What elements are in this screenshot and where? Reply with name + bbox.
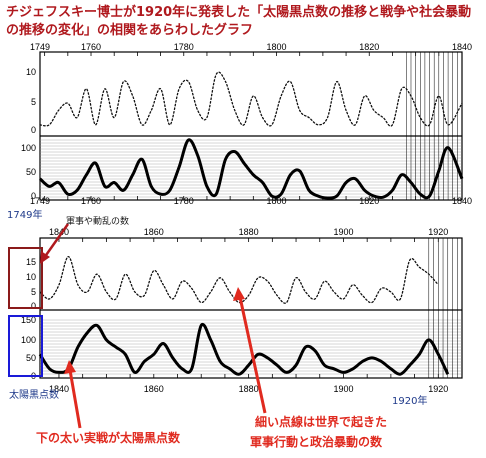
war-count-arrowhead — [40, 251, 50, 264]
war-line-arrowhead — [233, 287, 245, 301]
lower-x-tick-label-top: 1860 — [144, 227, 164, 237]
lower-frame — [39, 237, 463, 379]
upper-x-tick-label-bottom: 1840 — [452, 196, 472, 206]
upper-x-tick-label-bottom: 1800 — [266, 196, 286, 206]
year-1920-label: 1920年 — [392, 396, 428, 407]
lower-war-axis-tick-label: 0 — [31, 301, 36, 311]
lower-x-tick-label-top: 1900 — [333, 227, 353, 237]
lower-x-tick-label-top: 1920 — [428, 227, 448, 237]
upper-x-tick-label-top: 1760 — [81, 42, 101, 52]
lower-x-tick-label-bottom: 1920 — [428, 384, 448, 394]
thick-line-note: 下の太い実戦が太陽黒点数 — [36, 431, 181, 445]
lower-war-axis-tick-label: 5 — [31, 287, 36, 297]
lower-war-axis-tick-label: 10 — [26, 272, 36, 282]
upper-x-tick-label-top: 1820 — [359, 42, 379, 52]
lower-x-tick-label-bottom: 1840 — [49, 384, 69, 394]
upper-x-tick-label-bottom: 1760 — [81, 196, 101, 206]
war-count-label: 軍事や動乱の数 — [66, 217, 130, 227]
chart-title: チジェフスキー博士が1920年に発表した「太陽黒点数の推移と戦争や社会暴動の推移… — [6, 5, 472, 38]
upper-sunspot-series-line — [38, 138, 464, 200]
upper-chart: 1749 1749 1760 1760 1780 1780 1800 1800 1820 1820… — [21, 42, 472, 206]
lower-war-axis-tick-label: 15 — [26, 257, 36, 267]
upper-war-axis-tick-label: 5 — [31, 97, 36, 107]
lower-sunspot-axis-tick-label: 150 — [21, 315, 36, 325]
upper-sunspot-axis-tick-label: 0 — [31, 191, 36, 201]
upper-x-tick-label-bottom: 1820 — [359, 196, 379, 206]
sunspot-axis-highlight-box — [8, 315, 43, 377]
year-1749-label: 1749年 — [7, 210, 43, 221]
upper-x-tick-label-top: 1749 — [30, 42, 50, 52]
lower-x-tick-label-bottom: 1860 — [144, 384, 164, 394]
upper-x-tick-label-bottom: 1749 — [30, 196, 50, 206]
lower-x-tick-label-top: 1880 — [239, 227, 259, 237]
upper-war-series-line — [39, 71, 463, 127]
lower-x-tick-label-bottom: 1880 — [239, 384, 259, 394]
upper-x-tick-label-bottom: 1780 — [174, 196, 194, 206]
upper-war-axis-tick-label: 0 — [31, 125, 36, 135]
upper-x-tick-label-top: 1780 — [174, 42, 194, 52]
war-axis-highlight-box — [8, 247, 43, 309]
sunspot-line-arrowhead — [64, 360, 76, 374]
upper-sunspot-axis-tick-label: 100 — [21, 143, 36, 153]
sunspot-count-label: 太陽黒点数 — [9, 390, 59, 401]
war-count-arrow — [42, 223, 70, 259]
upper-x-tick-label-top: 1800 — [266, 42, 286, 52]
lower-sunspot-series-line — [38, 322, 450, 376]
lower-x-tick-label-bottom: 1900 — [333, 384, 353, 394]
war-line-arrow — [238, 296, 267, 414]
dotted-line-note-1: 細い点線は世界で起きた — [255, 415, 388, 429]
upper-x-tick-label-top: 1840 — [452, 42, 472, 52]
lower-x-tick-label-top: 1840 — [49, 227, 69, 237]
dotted-line-note-2: 軍事行動と政治暴動の数 — [250, 435, 383, 449]
upper-sunspot-axis-tick-label: 50 — [26, 167, 36, 177]
sunspot-line-arrow — [68, 369, 82, 429]
lower-chart: 1840 1840 1860 1860 1880 1880 1900 1900 1920 1920… — [21, 227, 463, 394]
upper-war-axis-tick-label: 10 — [26, 67, 36, 77]
lower-sunspot-axis-tick-label: 50 — [26, 353, 36, 363]
lower-sunspot-axis-tick-label: 100 — [21, 335, 36, 345]
